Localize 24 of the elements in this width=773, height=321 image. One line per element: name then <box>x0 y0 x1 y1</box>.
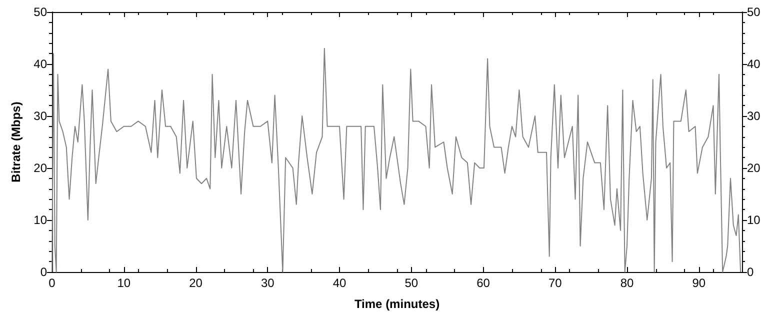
x-axis-title: Time (minutes) <box>354 297 440 311</box>
y2-tick-label: 20 <box>747 161 761 175</box>
x-tick-label: 90 <box>692 276 706 290</box>
y2-tick-label: 50 <box>747 5 761 19</box>
x-tick-label: 0 <box>48 276 56 290</box>
x-tick-label: 80 <box>620 276 634 290</box>
y-tick-label: 0 <box>40 265 48 279</box>
y2-tick-label: 10 <box>747 213 761 227</box>
y-axis-title: Bitrate (Mbps) <box>9 102 23 182</box>
y-tick-label: 10 <box>34 213 48 227</box>
x-tick-label: 30 <box>260 276 275 290</box>
y-tick-label: 30 <box>34 109 48 123</box>
y-tick-label: 40 <box>34 57 48 71</box>
x-tick-label: 40 <box>332 276 346 290</box>
x-tick-label: 10 <box>117 276 131 290</box>
y2-tick-label: 30 <box>747 109 761 123</box>
y-tick-label: 50 <box>34 5 48 19</box>
x-tick-label: 60 <box>476 276 490 290</box>
x-tick-label: 50 <box>404 276 418 290</box>
y-tick-label: 20 <box>34 161 48 175</box>
y2-tick-label: 40 <box>747 57 761 71</box>
y2-tick-label: 0 <box>747 265 754 279</box>
x-tick-label: 20 <box>189 276 203 290</box>
x-tick-label: 70 <box>548 276 562 290</box>
